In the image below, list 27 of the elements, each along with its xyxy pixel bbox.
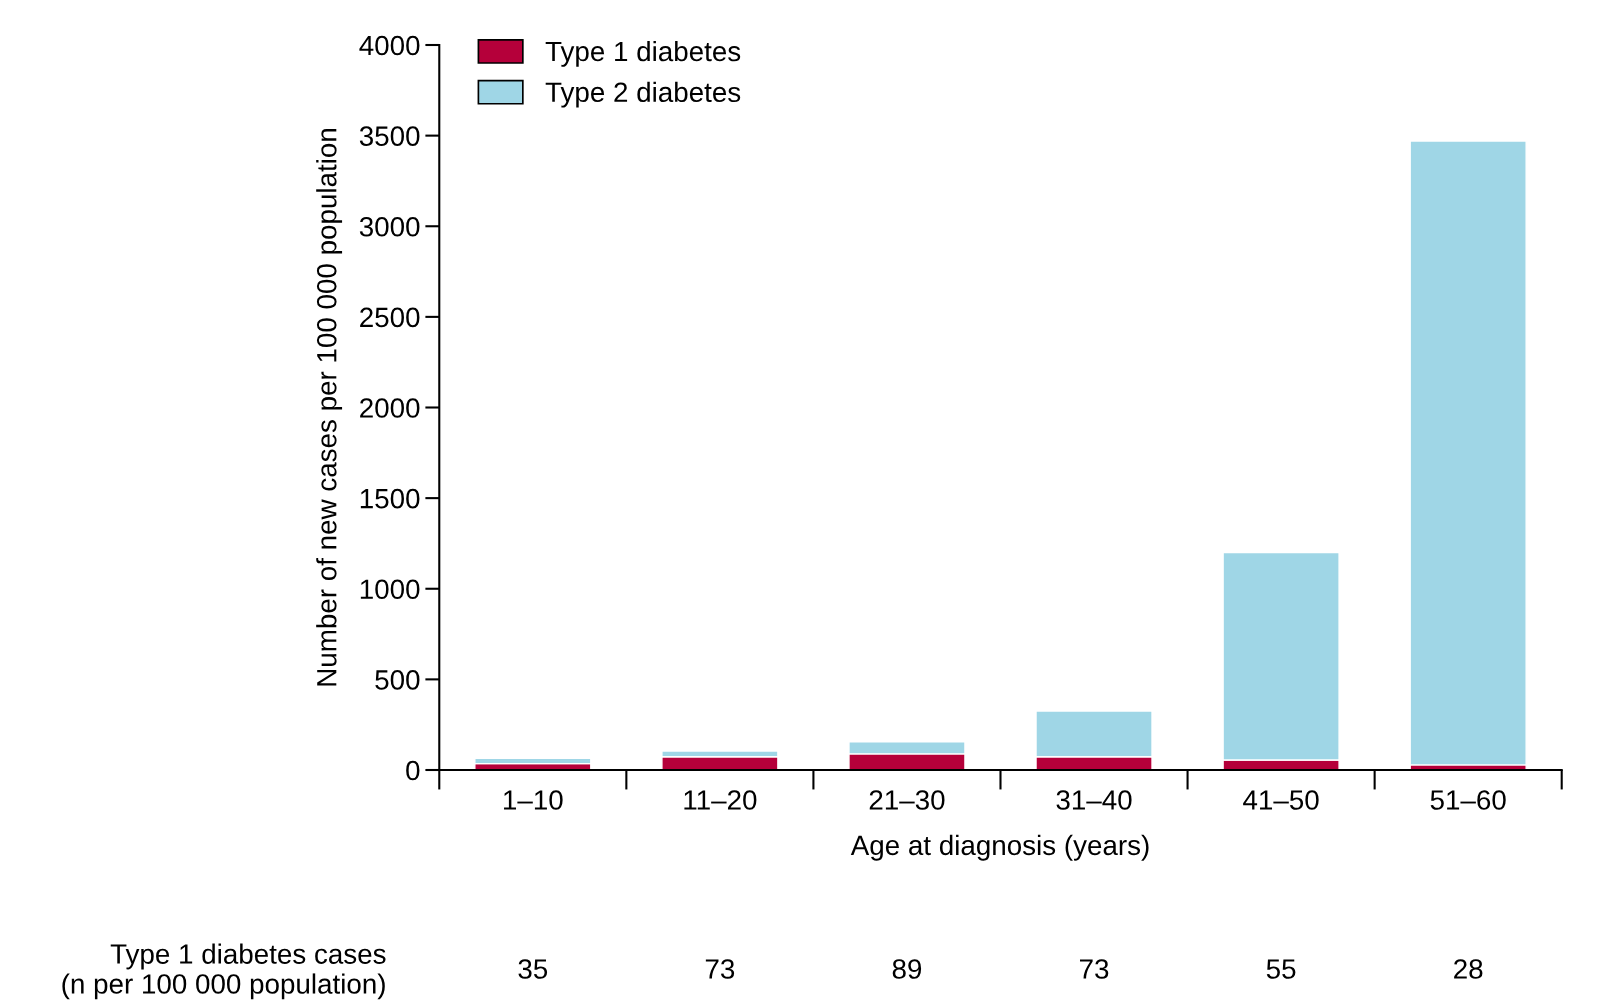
y-tick-label: 1500 (360, 488, 420, 509)
y-axis-title: Number of new cases per 100 000 population (316, 129, 343, 686)
text: Type 1 diabetes cases (n per 100 000 population) (62, 943, 386, 1000)
y-tick-label: 2000 (360, 398, 420, 418)
y-tick-label: 4000 (359, 35, 420, 56)
y-tick-label: 3000 (359, 216, 420, 237)
legend-label: Type 2 diabetes (545, 81, 741, 108)
data-label: 55 (1266, 959, 1296, 979)
data-label: 28 (1454, 959, 1483, 979)
x-tick-label: 41–50 (1243, 790, 1319, 810)
x-axis-title: Age at diagnosis (years) (850, 834, 1149, 861)
x-tick-label: 51–60 (1430, 790, 1506, 810)
data-label: 73 (1080, 959, 1109, 979)
y-tick-label: 0 (406, 760, 420, 781)
y-tick-label: 1000 (360, 579, 420, 600)
data-label: 89 (892, 959, 922, 979)
data-label: 73 (705, 959, 735, 979)
y-tick-label: 3500 (359, 126, 420, 146)
x-tick-label: 11–20 (684, 790, 757, 810)
x-tick-label: 21–30 (869, 790, 945, 810)
x-tick-label: 31–40 (1056, 790, 1132, 810)
legend-label: Type 1 diabetes (545, 40, 741, 67)
bar (1409, 140, 1527, 766)
data-label: 35 (518, 959, 548, 979)
y-tick-label: 500 (375, 670, 420, 690)
y-tick-label: 2500 (360, 307, 420, 328)
x-tick-label: 1–10 (504, 790, 563, 810)
